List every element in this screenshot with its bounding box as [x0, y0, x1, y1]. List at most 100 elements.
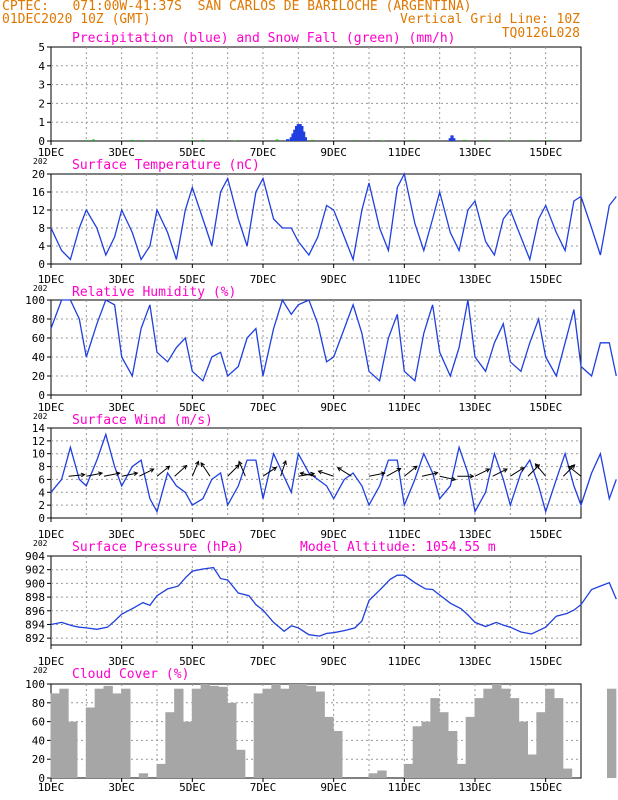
- snow-bar: [505, 140, 509, 141]
- temperature-ytick-label: 0: [38, 258, 45, 271]
- wind-arrow-head: [396, 467, 402, 473]
- temperature-xtick-label: 3DEC: [108, 273, 135, 286]
- wind-arrow: [121, 472, 138, 477]
- temperature-xtick-label: 11DEC: [388, 273, 421, 286]
- wind-arrow-head: [567, 465, 573, 471]
- pressure-ytick-label: 898: [25, 591, 45, 604]
- cloud-bar: [439, 712, 449, 778]
- wind-xtick-label: 1DEC: [38, 528, 65, 541]
- cloud-ytick-label: 80: [32, 697, 45, 710]
- wind-arrow: [300, 472, 317, 477]
- precip-xtick-label: 1DEC: [38, 146, 65, 159]
- precip-bar: [448, 138, 452, 141]
- cloud-xtick-label: 11DEC: [388, 781, 421, 794]
- cloud-ytick-label: 60: [32, 716, 45, 729]
- cloud-bar: [174, 688, 184, 778]
- cloud-bar: [607, 688, 617, 778]
- pressure-ytick-label: 904: [25, 550, 45, 563]
- wind-arrow-head: [200, 462, 205, 467]
- wind-arrow: [510, 467, 525, 477]
- temperature-frame: [50, 173, 582, 265]
- wind-ytick-label: 6: [38, 473, 45, 486]
- humidity-xtick-label: 15DEC: [529, 401, 562, 414]
- cloud-ytick-label: 40: [32, 734, 45, 747]
- precip-ytick-label: 2: [38, 97, 45, 110]
- wind-arrow: [568, 465, 582, 477]
- snow-bar: [233, 140, 237, 141]
- pressure-xtick-label: 13DEC: [458, 655, 491, 668]
- cloud-title: Cloud Cover (%): [72, 667, 189, 682]
- temperature-xtick-label: 7DEC: [250, 273, 277, 286]
- wind-arrow: [318, 470, 334, 477]
- pressure-xtick-label: 9DEC: [320, 655, 347, 668]
- wind-ytick-label: 0: [38, 512, 45, 525]
- humidity-ytick-label: 0: [38, 389, 45, 402]
- cloud-bar: [156, 763, 166, 778]
- wind-arrow: [139, 468, 154, 477]
- cloud-ytick-label: 20: [32, 753, 45, 766]
- cloud-xtick-label: 5DEC: [179, 781, 206, 794]
- cloud-xtick-label: 15DEC: [529, 781, 562, 794]
- cloud-bar: [227, 702, 237, 778]
- cloud-xtick-label: 3DEC: [108, 781, 135, 794]
- pressure-xtick-label: 15DEC: [529, 655, 562, 668]
- wind-arrow-head: [182, 464, 188, 470]
- wind-arrow-head: [534, 463, 540, 468]
- wind-arrow-head: [336, 467, 342, 472]
- wind-arrow: [227, 464, 240, 477]
- header-run-time: 01DEC2020 10Z (GMT): [2, 12, 151, 27]
- snow-bar: [201, 139, 205, 141]
- temperature-xtick-label: 15DEC: [529, 273, 562, 286]
- wind-arrow: [200, 462, 211, 477]
- cloud-bar: [297, 684, 308, 778]
- pressure-year-fragment: 202: [33, 666, 48, 675]
- wind-arrow-head: [98, 471, 104, 477]
- wind-arrow-head: [485, 468, 491, 473]
- snow-bar: [484, 140, 488, 141]
- cloud-bar: [377, 770, 387, 778]
- wind-xtick-label: 5DEC: [179, 528, 206, 541]
- cloud-bar: [138, 773, 149, 778]
- wind-arrow-head: [149, 468, 155, 473]
- wind-arrow: [86, 472, 103, 477]
- precip-ytick-label: 3: [38, 79, 45, 92]
- cloud-bar: [474, 698, 484, 778]
- precip-xtick-label: 3DEC: [108, 146, 135, 159]
- wind-arrow-head: [195, 460, 200, 466]
- cloud-bar: [50, 693, 60, 778]
- precip-bar: [289, 137, 293, 141]
- wind-arrow: [439, 475, 456, 481]
- wind-xtick-label: 7DEC: [250, 528, 277, 541]
- wind-ytick-label: 12: [32, 435, 45, 448]
- cloud-bar: [562, 768, 573, 778]
- snow-bar: [190, 140, 194, 141]
- wind-arrow-head: [451, 476, 457, 482]
- snow-bar: [310, 139, 314, 141]
- snow-bar: [353, 140, 357, 141]
- precip-xtick-label: 13DEC: [458, 146, 491, 159]
- pressure-ytick-label: 892: [25, 632, 45, 645]
- wind-arrow: [174, 465, 187, 477]
- wind-frame: [50, 427, 582, 519]
- header-grid-note: Vertical Grid Line: 10Z: [399, 12, 580, 27]
- wind-arrow: [535, 463, 547, 477]
- cloud-bar: [209, 685, 219, 778]
- humidity-line: [50, 298, 617, 383]
- pressure-xtick-label: 7DEC: [250, 655, 277, 668]
- cloud-ytick-label: 100: [25, 678, 45, 691]
- wind-xtick-label: 9DEC: [320, 528, 347, 541]
- wind-arrow: [474, 468, 490, 477]
- temperature-ytick-label: 12: [32, 204, 45, 217]
- wind-arrow-head: [165, 465, 171, 471]
- humidity-xtick-label: 5DEC: [179, 401, 206, 414]
- wind-arrow-head: [519, 467, 525, 472]
- snow-bar: [84, 140, 88, 141]
- precip-bar: [291, 133, 295, 141]
- header-line-1: CPTEC: 071:00W-41:37S SAN CARLOS DE BARI…: [2, 0, 472, 14]
- humidity-title: Relative Humidity (%): [72, 285, 236, 300]
- cloud-bar: [554, 698, 564, 778]
- cloud-bar: [368, 773, 378, 778]
- precip-xtick-label: 15DEC: [529, 146, 562, 159]
- wind-arrow: [386, 468, 401, 477]
